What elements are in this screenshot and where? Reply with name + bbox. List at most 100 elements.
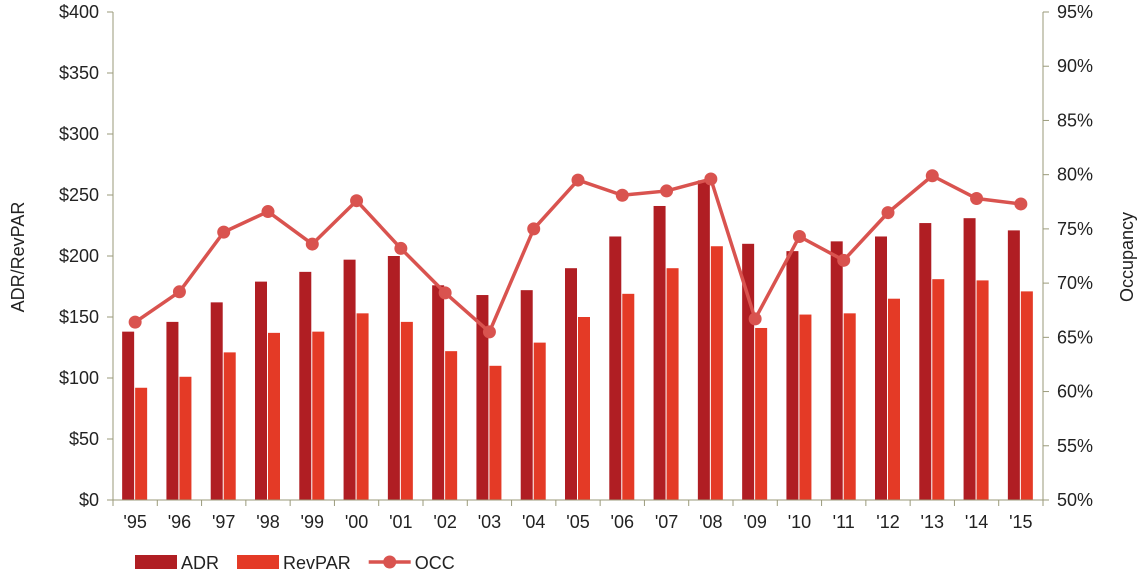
bar-revpar [268,332,280,500]
right-tick-label: 80% [1057,165,1093,185]
y2-axis-title: Occupancy [1117,212,1137,302]
axes-layer [107,11,1049,506]
bar-revpar [533,342,546,500]
y-axis-title: ADR/RevPAR [8,202,28,313]
legend-swatch-revpar [237,555,280,569]
bar-revpar [888,298,900,500]
occ-point [350,194,364,208]
bar-revpar [179,376,192,500]
bar-revpar [976,280,989,500]
occ-point [261,205,275,219]
bar-adr [830,241,843,501]
bar-revpar [755,327,768,500]
x-tick-label: '01 [389,512,412,532]
bar-adr [520,290,533,500]
x-tick-label: '13 [921,512,944,532]
x-tick-label: '98 [256,512,279,532]
occ-point [970,192,984,206]
occ-point [527,222,541,236]
x-tick-label: '96 [168,512,191,532]
right-tick-labels: 50% 55% 60% 65% 70% 75% 80% 85% 90% 95% [1057,2,1093,510]
occ-point [172,285,186,299]
occ-point [217,225,231,239]
bar-adr [609,236,622,501]
left-tick-label: $350 [59,63,99,83]
bar-revpar [356,313,369,500]
x-tick-label: '03 [478,512,501,532]
bar-adr [476,295,489,500]
bar-adr [210,302,223,500]
right-tick-label: 75% [1057,219,1093,239]
left-tick-labels: $0 $50 $100 $150 $200 $250 $300 $350 $400 [59,2,99,510]
right-tick-label: 95% [1057,2,1093,22]
occ-point [792,229,806,243]
bar-adr [1007,230,1020,500]
occ-point [615,188,629,202]
bar-revpar [843,313,856,500]
occ-point [482,325,496,339]
bar-revpar [312,331,325,500]
left-tick-label: $100 [59,368,99,388]
occ-point [305,237,319,251]
bar-adr [697,180,710,501]
bar-revpar [223,352,236,500]
right-tick-label: 50% [1057,490,1093,510]
bar-adr [963,218,976,500]
x-tick-label: '97 [212,512,235,532]
left-tick-label: $400 [59,2,99,22]
bar-adr [786,251,799,500]
occ-point [704,172,718,186]
left-tick-label: $200 [59,246,99,266]
occ-point [128,315,142,329]
bar-revpar [445,351,458,500]
legend: ADR RevPAR OCC [135,553,455,573]
bar-revpar [1020,291,1033,500]
right-tick-label: 60% [1057,382,1093,402]
occ-point [925,169,939,183]
left-tick-label: $300 [59,124,99,144]
x-tick-label: '00 [345,512,368,532]
bar-adr [255,281,267,500]
x-tick-label: '10 [788,512,811,532]
right-tick-label: 70% [1057,273,1093,293]
legend-marker-occ [383,555,397,569]
left-tick-label: $150 [59,307,99,327]
left-tick-label: $250 [59,185,99,205]
bar-revpar [489,365,502,500]
legend-swatch-adr [135,555,177,569]
x-tick-label: '06 [611,512,634,532]
bar-revpar [799,314,812,500]
bar-adr [343,259,356,500]
x-tick-label: '12 [876,512,899,532]
bar-revpar [710,246,723,500]
bar-adr [299,271,312,500]
x-tick-label: '14 [965,512,988,532]
bar-adr [166,321,179,500]
bar-revpar [932,279,945,500]
legend-label-adr: ADR [181,553,219,573]
x-tick-label: '07 [655,512,678,532]
bar-revpar [622,293,635,500]
right-tick-label: 85% [1057,110,1093,130]
occ-point [748,312,762,326]
bar-adr [387,256,400,500]
x-tick-label: '02 [433,512,456,532]
bar-revpar [666,268,679,500]
occ-line-layer [128,169,1028,339]
x-tick-label: '11 [833,512,855,532]
left-tick-label: $0 [79,490,99,510]
x-tick-label: '09 [743,512,766,532]
x-tick-label: '99 [301,512,324,532]
legend-label-revpar: RevPAR [283,553,351,573]
occ-point [571,173,585,187]
bar-adr [122,331,135,500]
occ-point [837,253,851,267]
x-tick-labels: '95 '96 '97 '98 '99 '00 '01 '02 '03 '04 '05 '06 '07 '… [123,512,1032,532]
bar-adr [432,285,445,500]
bar-adr [565,268,577,500]
legend-label-occ: OCC [415,553,455,573]
occ-point [394,241,408,255]
left-tick-label: $50 [69,429,99,449]
bar-adr [919,223,932,500]
